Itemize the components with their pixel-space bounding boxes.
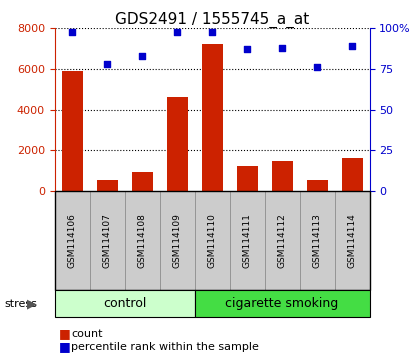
Text: GSM114110: GSM114110 — [207, 213, 217, 268]
Bar — [62, 71, 83, 191]
Text: stress: stress — [4, 298, 37, 309]
Point — [104, 61, 110, 67]
Bar — [341, 158, 362, 191]
Text: GSM114107: GSM114107 — [102, 213, 112, 268]
Text: GSM114106: GSM114106 — [68, 213, 76, 268]
Text: GSM114111: GSM114111 — [243, 213, 252, 268]
Text: control: control — [103, 297, 146, 310]
Text: GSM114109: GSM114109 — [173, 213, 181, 268]
Text: GSM114108: GSM114108 — [138, 213, 147, 268]
Text: GSM114114: GSM114114 — [348, 213, 357, 268]
Bar — [272, 161, 293, 191]
Title: GDS2491 / 1555745_a_at: GDS2491 / 1555745_a_at — [115, 12, 309, 28]
Text: ■: ■ — [59, 327, 71, 340]
Point — [349, 44, 355, 49]
Point — [279, 45, 286, 51]
Point — [314, 64, 320, 70]
Text: count: count — [71, 329, 103, 339]
Text: GSM114112: GSM114112 — [278, 213, 286, 268]
Text: ■: ■ — [59, 341, 71, 353]
Bar — [202, 44, 223, 191]
Point — [209, 29, 215, 34]
Text: GSM114113: GSM114113 — [312, 213, 322, 268]
Text: percentile rank within the sample: percentile rank within the sample — [71, 342, 259, 352]
Bar — [307, 180, 328, 191]
Point — [139, 53, 145, 59]
Point — [69, 29, 76, 34]
Point — [174, 29, 181, 34]
Text: ▶: ▶ — [27, 297, 36, 310]
Bar — [167, 97, 188, 191]
Point — [244, 47, 250, 52]
Bar — [131, 172, 152, 191]
Bar — [236, 166, 257, 191]
Bar — [97, 180, 118, 191]
Text: cigarette smoking: cigarette smoking — [226, 297, 339, 310]
